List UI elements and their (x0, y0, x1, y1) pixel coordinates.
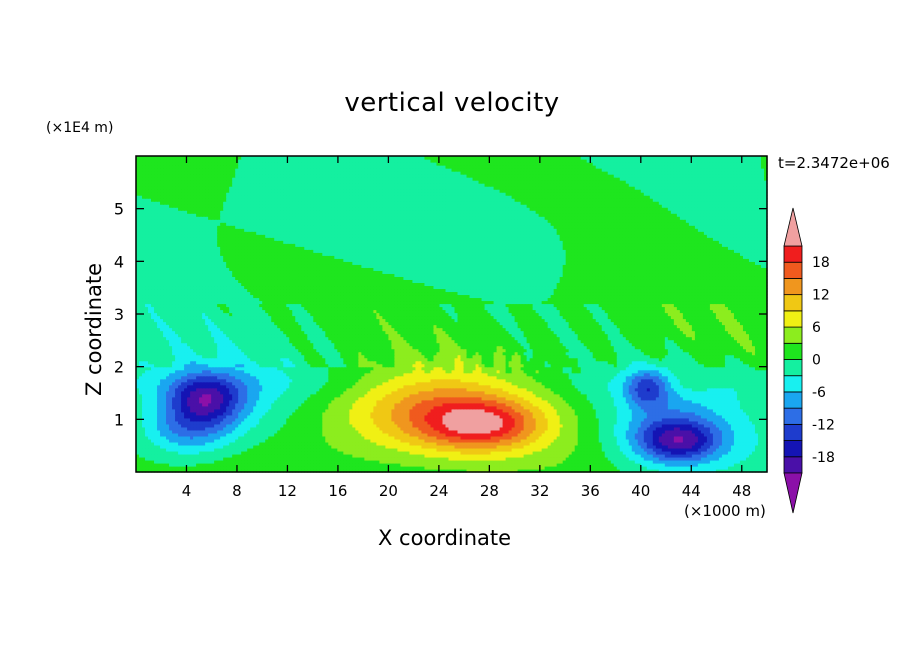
contour-field (136, 156, 768, 473)
